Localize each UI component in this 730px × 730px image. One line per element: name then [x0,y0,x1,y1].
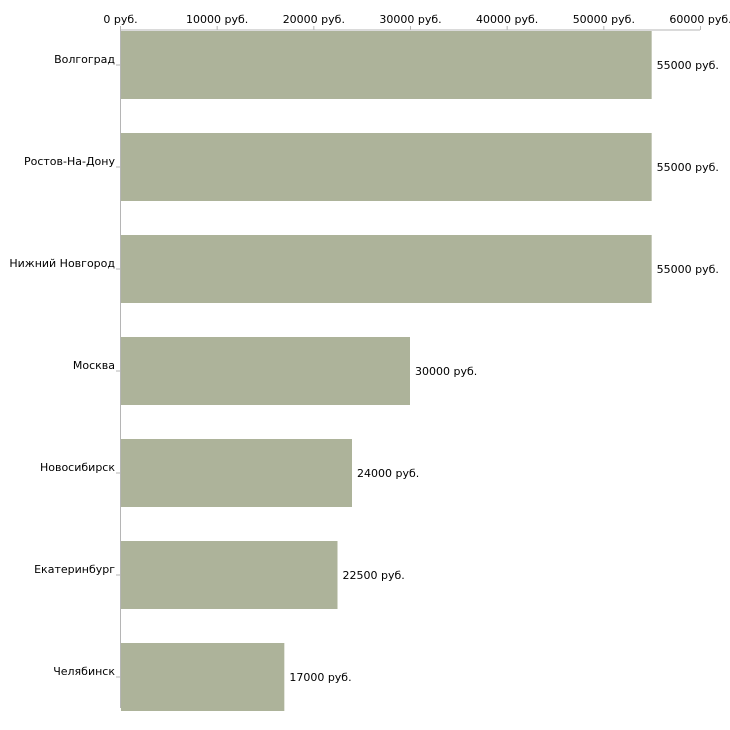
category-label: Москва [73,359,115,372]
bar [121,643,285,711]
category-label: Новосибирск [40,461,115,474]
bar [121,235,652,303]
bar [121,439,352,507]
data-label: 17000 руб. [289,671,351,684]
x-tick-label: 20000 руб. [283,13,345,26]
category-label: Екатеринбург [34,563,115,576]
category-label: Ростов-На-Дону [24,155,115,168]
data-label: 55000 руб. [657,263,719,276]
data-label: 55000 руб. [657,59,719,72]
bar [121,133,652,201]
data-label: 55000 руб. [657,161,719,174]
bars-group [121,31,652,711]
data-label: 22500 руб. [343,569,405,582]
x-tick-label: 30000 руб. [379,13,441,26]
bar [121,541,338,609]
category-label: Челябинск [53,665,115,678]
category-label: Нижний Новгород [9,257,115,270]
data-label: 30000 руб. [415,365,477,378]
bar [121,31,652,99]
labels-group: 0 руб. 10000 руб. 20000 руб. 30000 руб. 4000… [9,13,730,684]
axes-group [116,26,701,708]
x-tick-label: 0 руб. [103,13,137,26]
x-tick-label: 50000 руб. [573,13,635,26]
x-tick-label: 60000 руб. [669,13,730,26]
x-tick-label: 40000 руб. [476,13,538,26]
category-label: Волгоград [54,53,115,66]
x-tick-label: 10000 руб. [186,13,248,26]
bar [121,337,410,405]
data-label: 24000 руб. [357,467,419,480]
